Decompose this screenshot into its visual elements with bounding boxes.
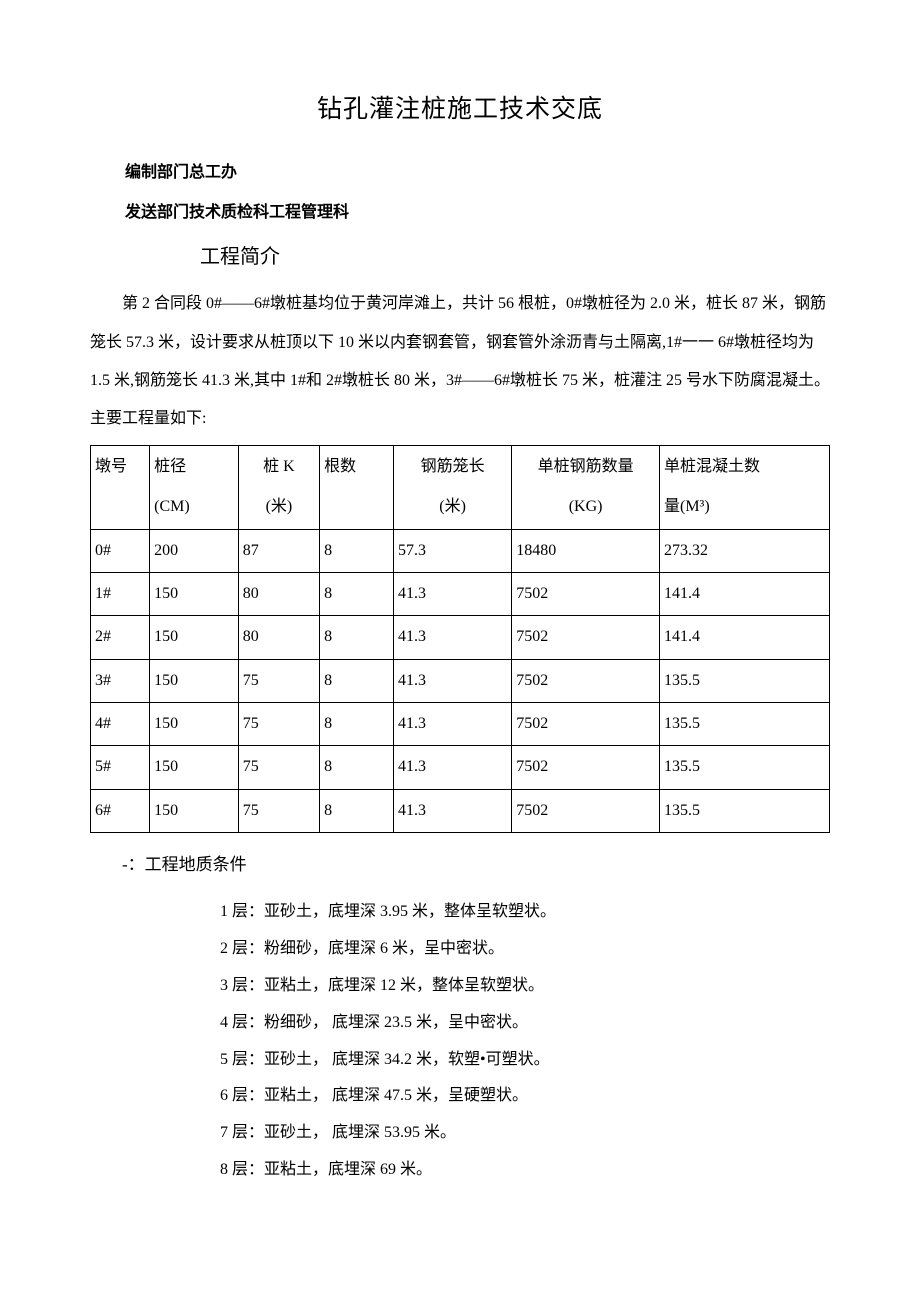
table-row: 4#15075841.37502135.5 [91, 703, 830, 746]
table-cell: 150 [150, 572, 239, 615]
table-cell: 150 [150, 789, 239, 832]
table-cell: 75 [238, 659, 319, 702]
table-cell: 7502 [512, 616, 660, 659]
table-cell: 80 [238, 572, 319, 615]
table-cell: 150 [150, 746, 239, 789]
table-header-cell: 单桩混凝土数量(M³) [659, 445, 829, 529]
table-cell: 141.4 [659, 572, 829, 615]
table-row: 1#15080841.37502141.4 [91, 572, 830, 615]
table-row: 0#20087857.318480273.32 [91, 529, 830, 572]
table-row: 5#15075841.37502135.5 [91, 746, 830, 789]
table-cell: 75 [238, 789, 319, 832]
table-cell: 41.3 [393, 572, 511, 615]
table-cell: 0# [91, 529, 150, 572]
table-cell: 6# [91, 789, 150, 832]
table-cell: 8 [320, 529, 394, 572]
table-cell: 1# [91, 572, 150, 615]
geology-layer: 6 层：亚粘土， 底埋深 47.5 米，呈硬塑状。 [220, 1078, 830, 1115]
table-cell: 7502 [512, 572, 660, 615]
table-header-cell: 单桩钢筋数量(KG) [512, 445, 660, 529]
intro-paragraph: 第 2 合同段 0#——6#墩桩基均位于黄河岸滩上，共计 56 根桩，0#墩桩径… [90, 285, 830, 439]
table-cell: 18480 [512, 529, 660, 572]
table-cell: 57.3 [393, 529, 511, 572]
engineering-table: 墩号桩径(CM)桩 K(米)根数钢筋笼长(米)单桩钢筋数量(KG)单桩混凝土数量… [90, 445, 830, 834]
table-header-cell: 钢筋笼长(米) [393, 445, 511, 529]
geology-layer: 4 层：粉细砂， 底埋深 23.5 米，呈中密状。 [220, 1005, 830, 1042]
table-cell: 7502 [512, 746, 660, 789]
table-cell: 80 [238, 616, 319, 659]
geology-heading: -：工程地质条件 [122, 851, 830, 878]
table-cell: 41.3 [393, 789, 511, 832]
table-cell: 135.5 [659, 659, 829, 702]
table-cell: 273.32 [659, 529, 829, 572]
table-header-cell: 根数 [320, 445, 394, 529]
geology-layer: 3 层：亚粘土，底埋深 12 米，整体呈软塑状。 [220, 968, 830, 1005]
table-header-cell: 桩 K(米) [238, 445, 319, 529]
table-cell: 8 [320, 703, 394, 746]
table-cell: 135.5 [659, 703, 829, 746]
table-cell: 7502 [512, 703, 660, 746]
table-cell: 5# [91, 746, 150, 789]
table-cell: 87 [238, 529, 319, 572]
table-cell: 8 [320, 572, 394, 615]
geology-layer: 1 层：亚砂土，底埋深 3.95 米，整体呈软塑状。 [220, 894, 830, 931]
table-cell: 150 [150, 616, 239, 659]
table-cell: 4# [91, 703, 150, 746]
table-cell: 3# [91, 659, 150, 702]
compile-department: 编制部门总工办 [125, 160, 830, 186]
table-cell: 135.5 [659, 746, 829, 789]
table-cell: 200 [150, 529, 239, 572]
table-cell: 8 [320, 789, 394, 832]
table-cell: 7502 [512, 659, 660, 702]
table-cell: 150 [150, 703, 239, 746]
table-cell: 8 [320, 616, 394, 659]
geology-layer: 7 层：亚砂土， 底埋深 53.95 米。 [220, 1115, 830, 1152]
table-header-cell: 墩号 [91, 445, 150, 529]
table-header-cell: 桩径(CM) [150, 445, 239, 529]
table-header-row: 墩号桩径(CM)桩 K(米)根数钢筋笼长(米)单桩钢筋数量(KG)单桩混凝土数量… [91, 445, 830, 529]
table-row: 6#15075841.37502135.5 [91, 789, 830, 832]
table-row: 2#15080841.37502141.4 [91, 616, 830, 659]
table-cell: 75 [238, 703, 319, 746]
geology-layer: 2 层：粉细砂，底埋深 6 米，呈中密状。 [220, 931, 830, 968]
table-cell: 135.5 [659, 789, 829, 832]
send-department: 发送部门技术质检科工程管理科 [125, 200, 830, 226]
table-cell: 8 [320, 746, 394, 789]
table-cell: 7502 [512, 789, 660, 832]
geology-layer: 8 层：亚粘土，底埋深 69 米。 [220, 1152, 830, 1189]
table-cell: 41.3 [393, 659, 511, 702]
table-cell: 41.3 [393, 616, 511, 659]
table-cell: 2# [91, 616, 150, 659]
table-cell: 41.3 [393, 703, 511, 746]
table-cell: 8 [320, 659, 394, 702]
table-cell: 75 [238, 746, 319, 789]
intro-heading: 工程简介 [200, 241, 830, 273]
geology-layer: 5 层：亚砂土， 底埋深 34.2 米，软塑•可塑状。 [220, 1042, 830, 1079]
document-title: 钻孔灌注桩施工技术交底 [90, 90, 830, 130]
table-row: 3#15075841.37502135.5 [91, 659, 830, 702]
table-cell: 150 [150, 659, 239, 702]
table-cell: 141.4 [659, 616, 829, 659]
table-cell: 41.3 [393, 746, 511, 789]
